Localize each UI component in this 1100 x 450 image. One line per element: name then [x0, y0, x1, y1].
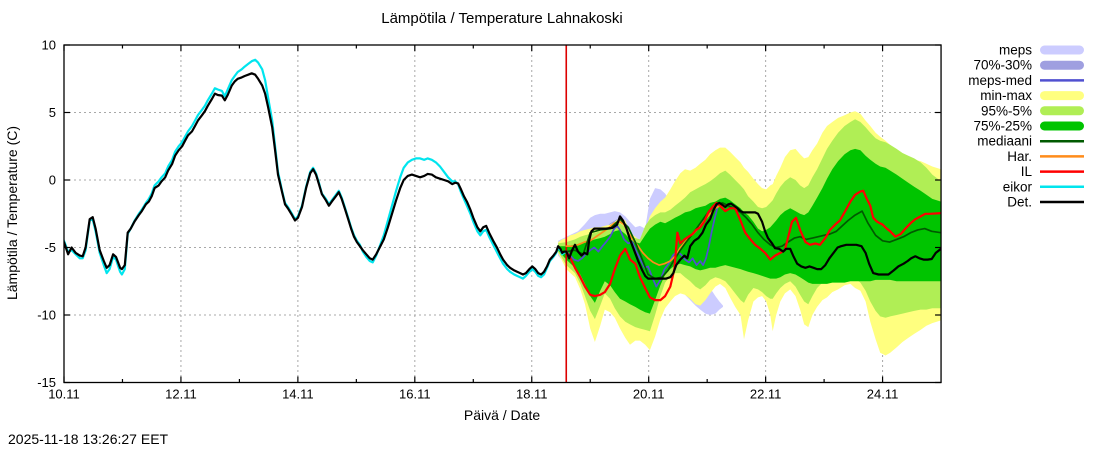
- legend-item: 75%-25%: [973, 119, 1084, 134]
- y-tick-label: -15: [37, 375, 56, 390]
- series-mediaani: [565, 202, 941, 280]
- legend-item-label: Har.: [1007, 149, 1032, 164]
- axes-frame-layer: [63, 44, 942, 384]
- y-tick-label: -5: [44, 240, 56, 255]
- x-tick-label: 20.11: [633, 387, 665, 402]
- legend-item: Det.: [1007, 195, 1084, 210]
- legend-item-label: mediaani: [977, 134, 1032, 149]
- series-meps-med: [565, 203, 721, 288]
- y-tick-label: 10: [42, 38, 56, 53]
- x-axis-label: Päivä / Date: [464, 407, 540, 423]
- legend-item: min-max: [980, 88, 1084, 103]
- legend-item: 70%-30%: [973, 58, 1084, 73]
- x-tick-label: 22.11: [750, 387, 782, 402]
- series-il: [565, 189, 941, 302]
- timestamp: 2025-11-18 13:26:27 EET: [8, 431, 169, 447]
- tick-label-layer: 10.11 12.11 14.11 16.11 18.11 20.11 22.11 24.11…: [37, 38, 898, 402]
- series-layer: [64, 58, 941, 302]
- legend-item-label: min-max: [980, 88, 1032, 103]
- legend-item-label: Det.: [1007, 195, 1032, 210]
- x-tick-label: 16.11: [399, 387, 431, 402]
- legend-swatch-band: [1040, 106, 1084, 116]
- x-tick-label: 24.11: [867, 387, 899, 402]
- x-tick-label: 12.11: [165, 387, 197, 402]
- legend-item: meps: [999, 43, 1084, 58]
- x-tick-label: 18.11: [516, 387, 548, 402]
- band-layer: [558, 111, 941, 356]
- y-axis-label: Lämpötila / Temperature (C): [4, 126, 20, 300]
- band-75-25: [558, 148, 941, 314]
- legend-item: eikor: [1003, 179, 1084, 194]
- legend-item: Har.: [1007, 149, 1084, 164]
- legend-swatch-band: [1040, 91, 1084, 101]
- legend-swatch-band: [1040, 121, 1084, 131]
- legend: meps70%-30%meps-medmin-max95%-5%75%-25%m…: [968, 43, 1084, 210]
- legend-item-label: meps-med: [968, 73, 1032, 88]
- chart-title: Lämpötila / Temperature Lahnakoski: [381, 10, 623, 27]
- y-tick-label: 5: [49, 105, 56, 120]
- legend-swatch-band: [1040, 60, 1084, 70]
- legend-item: mediaani: [977, 134, 1084, 149]
- legend-item-label: 70%-30%: [973, 58, 1032, 73]
- plot-border: [63, 44, 942, 384]
- series-eikor: [64, 58, 568, 280]
- y-tick-label: -10: [37, 308, 56, 323]
- legend-item-label: eikor: [1003, 179, 1033, 194]
- legend-item: 95%-5%: [981, 103, 1084, 118]
- y-tick-label: 0: [49, 173, 56, 188]
- legend-item: meps-med: [968, 73, 1084, 88]
- legend-swatch-band: [1040, 45, 1084, 55]
- legend-item-label: 95%-5%: [981, 103, 1032, 118]
- series-det: [64, 72, 941, 280]
- legend-item: IL: [1021, 164, 1084, 179]
- x-tick-label: 10.11: [48, 387, 80, 402]
- legend-item-label: IL: [1021, 164, 1033, 179]
- legend-item-label: 75%-25%: [973, 119, 1032, 134]
- x-tick-label: 14.11: [282, 387, 314, 402]
- legend-item-label: meps: [999, 43, 1032, 58]
